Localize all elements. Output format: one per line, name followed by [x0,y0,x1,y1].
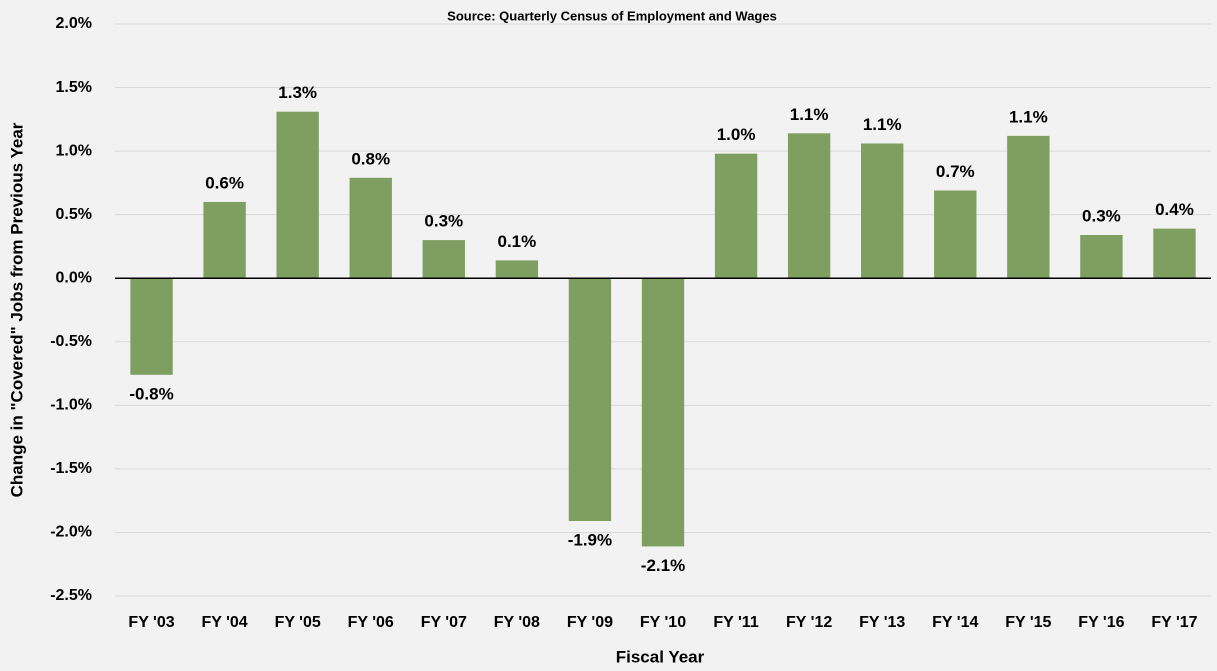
y-tick-label: -2.5% [50,587,92,604]
bar [203,201,246,279]
y-tick-label: 0.0% [56,269,92,286]
data-label: -1.9% [568,530,612,549]
bar [1007,135,1050,279]
x-tick-label: FY '08 [494,614,540,631]
y-tick-label: -1.0% [50,397,92,414]
data-label: 1.3% [278,83,317,102]
bar [934,190,977,279]
x-tick-label: FY '10 [640,614,686,631]
data-label: 0.7% [936,162,975,181]
y-tick-label: -1.5% [50,460,92,477]
data-label: 0.3% [424,212,463,231]
data-label: 1.1% [790,105,829,124]
x-tick-label: FY '12 [786,614,832,631]
y-tick-label: 0.5% [56,206,92,223]
x-tick-label: FY '16 [1078,614,1124,631]
bar [1153,228,1196,279]
bar [861,143,904,279]
data-label: 0.3% [1082,206,1121,225]
x-axis-title: Fiscal Year [616,647,705,666]
bar [349,177,392,279]
x-tick-label: FY '13 [859,614,905,631]
bar [568,278,612,522]
y-tick-label: 2.0% [56,15,92,32]
data-label: 1.1% [1009,107,1048,126]
data-label: 0.6% [205,173,244,192]
data-label: 0.4% [1155,200,1194,219]
x-tick-label: FY '14 [932,614,978,631]
x-tick-label: FY '06 [348,614,394,631]
y-tick-label: 1.5% [56,79,92,96]
data-label: -2.1% [641,556,685,575]
data-label: 0.1% [497,232,536,251]
y-tick-label: 1.0% [56,142,92,159]
bar [787,133,831,279]
x-tick-label: FY '05 [275,614,321,631]
data-label: 1.1% [863,115,902,134]
data-label: 1.0% [717,125,756,144]
bar [422,240,465,279]
bar [495,260,539,279]
data-label: 0.8% [351,149,390,168]
x-tick-label: FY '07 [421,614,467,631]
chart-title: Source: Quarterly Census of Employment a… [447,8,777,23]
bar [641,278,685,547]
bar [130,278,173,375]
bar [276,111,319,279]
y-tick-label: -2.0% [50,524,92,541]
x-tick-label: FY '11 [713,614,758,631]
y-axis-title: Change in "Covered" Jobs from Previous Y… [7,122,26,497]
x-tick-label: FY '09 [567,614,613,631]
x-tick-label: FY '17 [1151,614,1197,631]
data-label: -0.8% [129,384,173,403]
x-tick-label: FY '03 [128,614,174,631]
y-tick-label: -0.5% [50,333,92,350]
x-tick-label: FY '15 [1005,614,1051,631]
x-tick-label: FY '04 [201,614,247,631]
bar [714,153,758,279]
bar [1080,235,1123,279]
